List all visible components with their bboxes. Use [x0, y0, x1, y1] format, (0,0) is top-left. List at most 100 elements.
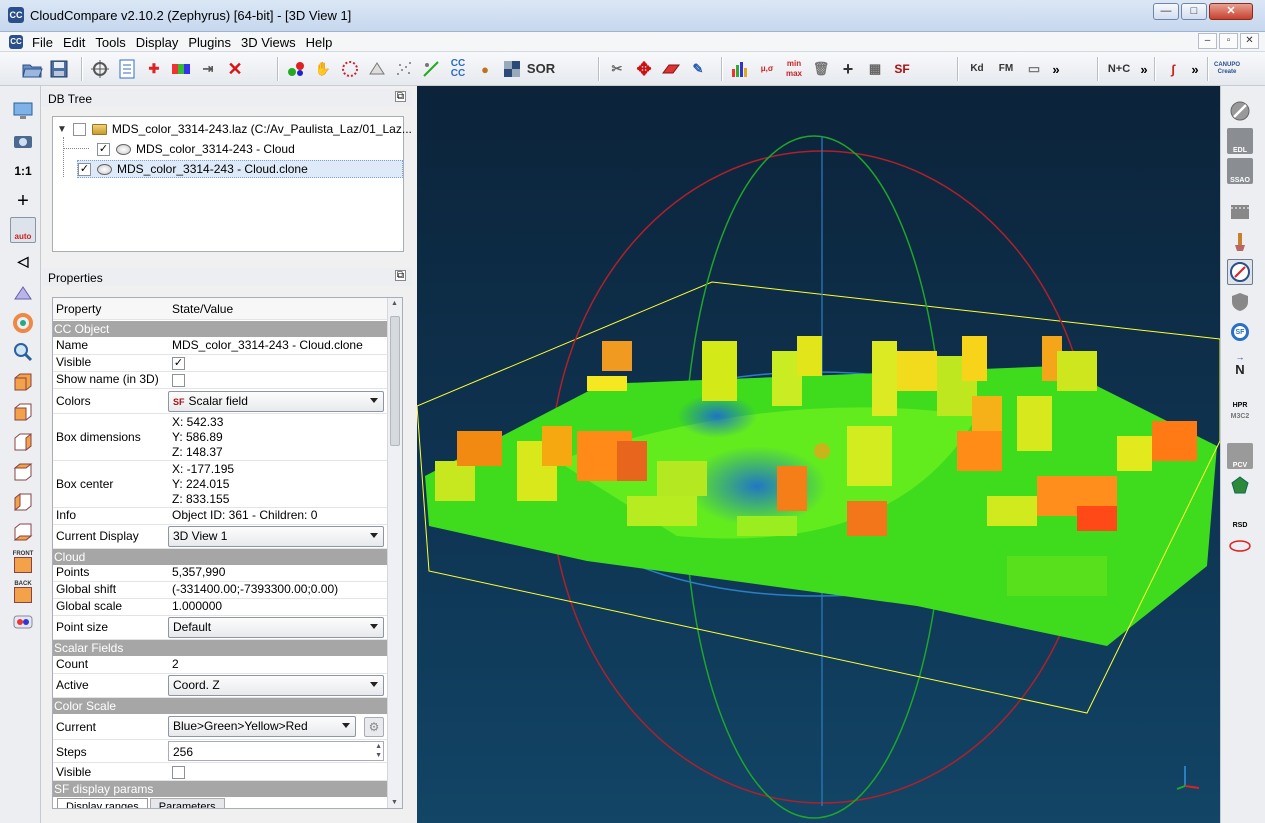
- open-icon[interactable]: [20, 57, 44, 81]
- hpr-button[interactable]: HPR: [1232, 402, 1248, 409]
- no-shader-icon[interactable]: [1227, 98, 1253, 124]
- rotation-icon[interactable]: ◁: [17, 252, 29, 269]
- canupo-create-icon[interactable]: CANUPO Create: [1214, 62, 1241, 75]
- view-back-icon[interactable]: [10, 459, 36, 485]
- properties-dock-icon[interactable]: ⧉: [395, 270, 406, 281]
- ccc-icon[interactable]: CC CC: [450, 58, 466, 79]
- stereo-icon[interactable]: [10, 609, 36, 635]
- colors-dropdown[interactable]: SF Scalar field: [168, 391, 384, 412]
- color-icon[interactable]: [169, 57, 193, 81]
- menu-help[interactable]: Help: [305, 35, 333, 50]
- minmax-icon[interactable]: min max: [785, 59, 802, 78]
- toolbar-more-1[interactable]: »: [1052, 61, 1060, 77]
- checkerboard-icon[interactable]: [500, 57, 524, 81]
- kd-icon[interactable]: Kd: [970, 63, 984, 74]
- menu-file[interactable]: File: [32, 35, 53, 50]
- color-scale-visible-checkbox[interactable]: [172, 766, 185, 779]
- tree-item-checkbox[interactable]: ✓: [78, 162, 91, 176]
- show-name-checkbox[interactable]: [172, 374, 185, 387]
- pick-icon[interactable]: ✎: [692, 61, 704, 76]
- menu-edit[interactable]: Edit: [62, 35, 86, 50]
- add-icon[interactable]: +: [842, 58, 854, 79]
- color-scale-dropdown[interactable]: Blue>Green>Yellow>Red: [168, 716, 356, 737]
- camera-icon[interactable]: [10, 128, 36, 154]
- menu-3d-views[interactable]: 3D Views: [240, 35, 296, 50]
- fm-icon[interactable]: FM: [998, 63, 1014, 74]
- transform-icon[interactable]: [88, 57, 112, 81]
- zoom-icon[interactable]: [10, 339, 36, 365]
- expand-arrow-icon[interactable]: ▼: [57, 123, 67, 135]
- sor-icon[interactable]: SOR: [526, 61, 556, 76]
- view-right-icon[interactable]: [10, 489, 36, 515]
- tree-item-checkbox[interactable]: [72, 122, 86, 136]
- view-left-icon[interactable]: [10, 429, 36, 455]
- dodecahedron-icon[interactable]: [1227, 473, 1253, 499]
- active-sf-dropdown[interactable]: Coord. Z: [168, 675, 384, 696]
- light-icon[interactable]: [10, 280, 36, 306]
- scrollbar-thumb[interactable]: [390, 316, 400, 446]
- segment-icon[interactable]: [419, 57, 443, 81]
- close-button[interactable]: ✕: [1209, 3, 1253, 20]
- mdi-minimize-button[interactable]: –: [1198, 33, 1217, 49]
- mdi-restore-button[interactable]: ▫: [1219, 33, 1238, 49]
- current-display-dropdown[interactable]: 3D View 1: [168, 526, 384, 547]
- point-cloud-render[interactable]: [417, 86, 1220, 823]
- export-icon[interactable]: ⇥: [202, 61, 214, 76]
- maximize-button[interactable]: □: [1181, 3, 1207, 20]
- 3d-view[interactable]: [417, 86, 1220, 823]
- stats-icon[interactable]: μ,σ: [760, 64, 774, 73]
- brush-icon[interactable]: [1227, 229, 1253, 255]
- align-icon[interactable]: [284, 57, 308, 81]
- auto-pivot-button[interactable]: auto: [10, 217, 36, 243]
- plane-icon[interactable]: [659, 57, 683, 81]
- iso-front-button[interactable]: FRONT: [10, 549, 36, 575]
- color-wheel-icon[interactable]: [10, 310, 36, 336]
- sf-icon[interactable]: SF: [894, 62, 910, 76]
- calculator-icon[interactable]: ▦: [868, 61, 882, 76]
- scissors-icon[interactable]: ✂: [611, 61, 623, 76]
- steps-spinbox[interactable]: 256 ▲ ▼: [168, 741, 384, 761]
- tree-item-checkbox[interactable]: ✓: [97, 142, 110, 156]
- db-tree-dock-icon[interactable]: ⧉: [395, 91, 406, 102]
- histogram-icon[interactable]: [728, 57, 752, 81]
- m3c2-button[interactable]: M3C2: [1230, 413, 1250, 420]
- list-properties-icon[interactable]: [115, 57, 139, 81]
- visible-checkbox[interactable]: ✓: [172, 357, 185, 370]
- pivot-icon[interactable]: +: [17, 189, 29, 212]
- mdi-close-button[interactable]: ✕: [1240, 33, 1259, 49]
- iso-back-button[interactable]: BACK: [10, 579, 36, 605]
- ellipse-icon[interactable]: [1227, 533, 1253, 559]
- minimize-button[interactable]: —: [1153, 3, 1179, 20]
- delete-icon[interactable]: ✕: [227, 58, 243, 79]
- rsd-button[interactable]: RSD: [1232, 522, 1248, 529]
- film-icon[interactable]: [1227, 199, 1253, 225]
- sample-icon[interactable]: ●: [481, 61, 489, 77]
- delete-sf-icon[interactable]: 🗑: [812, 61, 830, 76]
- properties-scrollbar[interactable]: ▲ ▼: [387, 298, 402, 808]
- sf-sphere-button[interactable]: SF: [1227, 319, 1253, 345]
- subsample-icon[interactable]: [338, 57, 362, 81]
- tree-item-laz-file[interactable]: ▼ MDS_color_3314-243.laz (C:/Av_Paulista…: [57, 120, 412, 138]
- pcv-button[interactable]: PCV: [1227, 443, 1253, 469]
- tree-item-cloud-clone[interactable]: ✓ MDS_color_3314-243 - Cloud.clone: [77, 160, 403, 178]
- tab-display-ranges[interactable]: Display ranges: [57, 798, 148, 808]
- translate-icon[interactable]: ✥: [636, 58, 652, 79]
- toolbar-more-3[interactable]: »: [1191, 61, 1199, 77]
- points-icon[interactable]: [392, 57, 416, 81]
- view-bottom-icon[interactable]: [10, 519, 36, 545]
- toolbar-more-2[interactable]: »: [1140, 61, 1148, 77]
- ssao-shader-button[interactable]: SSAO: [1227, 158, 1253, 184]
- monitor-icon[interactable]: [10, 98, 36, 124]
- sf-file-icon[interactable]: ▭: [1027, 61, 1041, 76]
- menu-tools[interactable]: Tools: [95, 35, 126, 50]
- zoom-1-1-button[interactable]: 1:1: [14, 164, 32, 178]
- save-icon[interactable]: [47, 57, 71, 81]
- menu-plugins[interactable]: Plugins: [188, 35, 231, 50]
- shield-icon[interactable]: [1227, 289, 1253, 315]
- tree-item-cloud[interactable]: ✓ MDS_color_3314-243 - Cloud: [97, 140, 295, 158]
- north-arrow-button[interactable]: → N: [1235, 351, 1245, 377]
- edl-shader-button[interactable]: EDL: [1227, 128, 1253, 154]
- merge-icon[interactable]: ✚: [148, 61, 160, 76]
- point-size-dropdown[interactable]: Default: [168, 617, 384, 638]
- hand-icon[interactable]: ✋: [314, 61, 332, 76]
